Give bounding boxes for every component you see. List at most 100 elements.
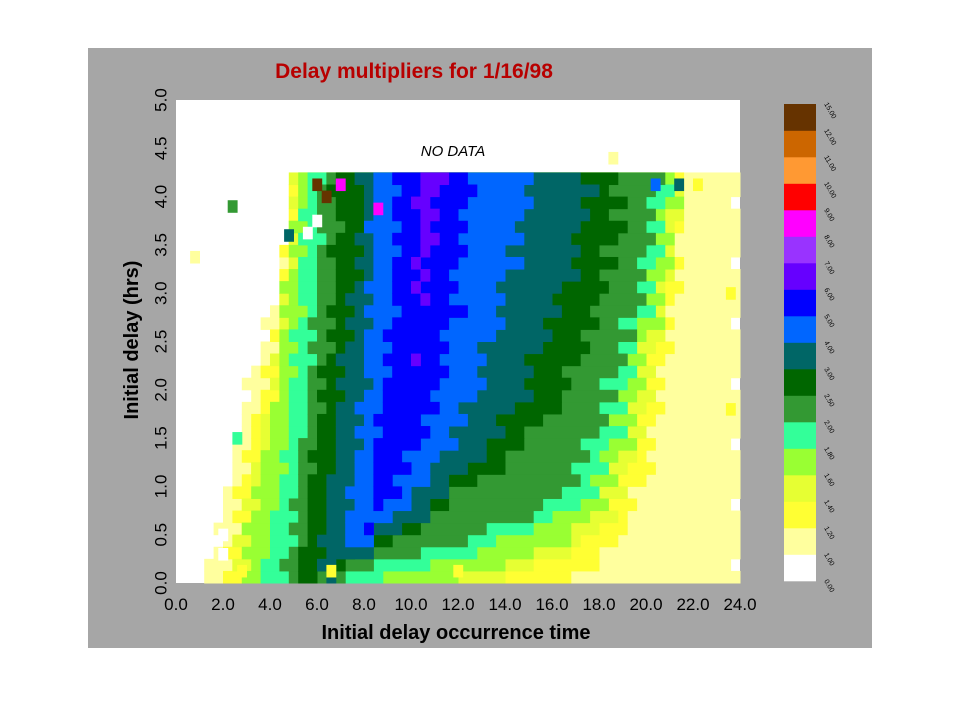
colorbar-swatch (784, 104, 816, 131)
x-tick-label: 22.0 (676, 595, 709, 614)
heatmap-cell-band-5.00 (382, 426, 431, 439)
x-tick-label: 2.0 (211, 595, 235, 614)
heatmap-cell-highlight (373, 202, 384, 216)
heatmap-cell-band-5.00 (392, 365, 450, 379)
colorbar-tick-label: 9.00 (822, 208, 835, 223)
colorbar-tick-label: 12.00 (822, 128, 837, 147)
x-tick-label: 14.0 (488, 595, 521, 614)
colorbar-swatch (784, 501, 816, 529)
x-tick-label: 8.0 (352, 595, 376, 614)
heatmap-cell-band-5.00 (392, 281, 459, 294)
colorbar-tick-label: 11.00 (822, 155, 837, 173)
heatmap-cell-highlight (725, 287, 736, 300)
colorbar-swatch (784, 448, 816, 476)
colorbar-tick-label: 1.00 (822, 552, 835, 567)
heatmap-cells (176, 100, 741, 584)
colorbar-swatch (784, 236, 816, 264)
y-tick-label: 0.5 (151, 523, 170, 547)
heatmap-cell-band-6.00 (420, 220, 431, 234)
y-tick-label: 5.0 (151, 88, 170, 112)
y-axis-label: Initial delay (hrs) (121, 261, 143, 420)
heatmap-cell-band-5.00 (373, 462, 412, 475)
colorbar-swatch (784, 342, 816, 370)
colorbar-tick-label: 10.00 (822, 181, 837, 200)
y-tick-label: 4.0 (151, 185, 170, 209)
heatmap-cell-band-5.00 (373, 486, 403, 499)
heatmap-cell-highlight (335, 178, 346, 192)
colorbar-swatch (784, 263, 816, 290)
colorbar-tick-label: 1.60 (822, 473, 835, 488)
heatmap-cell-highlight (326, 564, 337, 578)
heatmap-cell-band-4.00 (345, 534, 374, 548)
colorbar-tick-label: 1.20 (822, 526, 835, 541)
heatmap-cell-highlight (227, 200, 238, 213)
x-tick-label: 0.0 (164, 595, 188, 614)
x-tick-label: 10.0 (394, 595, 427, 614)
x-tick-label: 16.0 (535, 595, 568, 614)
heatmap-cell-highlight (302, 226, 313, 240)
heatmap-cell-highlight (218, 528, 229, 542)
heatmap-cell-band-5.00 (373, 413, 421, 427)
y-tick-label: 1.0 (151, 475, 170, 499)
x-tick-label: 4.0 (258, 595, 282, 614)
heatmap-cell-highlight (693, 178, 703, 192)
heatmap-cell-band-5.00 (392, 341, 450, 355)
heatmap-cell-highlight (284, 229, 294, 242)
heatmap-cell-band-3.00 (326, 546, 374, 560)
colorbar-swatch (784, 183, 816, 211)
colorbar-swatch (784, 210, 816, 237)
heatmap-cell-highlight (190, 250, 200, 264)
colorbar-swatch (784, 422, 816, 449)
heatmap-cell-band-6.00 (411, 281, 421, 294)
heatmap-cell-highlight (312, 214, 323, 228)
heatmap-cell-band-5.00 (401, 244, 468, 258)
heatmap-cell-highlight (725, 403, 736, 416)
no-data-annotation: NO DATA (421, 143, 485, 160)
heatmap-cell-highlight (237, 564, 247, 578)
heatmap-cell-band-5.00 (364, 522, 374, 536)
heatmap-cell-band-5.00 (373, 450, 403, 463)
colorbar-tick-label: 5.00 (822, 314, 835, 329)
chart-panel: Delay multipliers for 1/16/98 NO DATA 0.… (88, 48, 872, 648)
heatmap-cell-band-6.00 (411, 256, 421, 270)
heatmap-cell-band-6.00 (420, 184, 440, 198)
heatmap-cell-highlight (218, 547, 229, 561)
x-tick-label: 12.0 (441, 595, 474, 614)
colorbar-tick-labels: 0.00 1.00 1.20 1.40 1.60 1.80 2.00 2.50 3.00 4.00… (822, 102, 837, 594)
heatmap-cell-band-5.00 (373, 474, 393, 487)
chart-title: Delay multipliers for 1/16/98 (275, 60, 553, 83)
colorbar-swatch (784, 554, 816, 582)
heatmap-cell-highlight (321, 190, 332, 204)
heatmap-cell-highlight (608, 151, 619, 165)
colorbar-tick-label: 2.50 (822, 393, 835, 408)
heatmap-cell-band-6.00 (420, 244, 431, 258)
heatmap-cell-band-5.00 (373, 498, 384, 512)
colorbar-tick-label: 1.40 (822, 499, 835, 514)
x-axis-label: Initial delay occurrence time (322, 622, 591, 644)
heatmap-cell-band-6.00 (420, 293, 431, 306)
heatmap-cell-band-5.00 (382, 389, 431, 403)
heatmap-cell-band-5.00 (382, 377, 440, 391)
y-tick-label: 4.5 (151, 136, 170, 160)
heatmap-cell-highlight (674, 178, 685, 192)
heatmap-cell-band-5.00 (392, 317, 450, 330)
x-tick-label: 18.0 (582, 595, 615, 614)
y-tick-label: 3.5 (151, 233, 170, 257)
heatmap-cell-band-2.50 (298, 570, 318, 584)
heatmap-cell-band-5.00 (401, 305, 468, 318)
colorbar-swatch (784, 528, 816, 555)
colorbar-swatch (784, 395, 816, 423)
colorbar-swatch (784, 130, 816, 158)
heatmap-cell-highlight (650, 178, 661, 192)
colorbar-tick-label: 4.00 (822, 340, 835, 355)
x-tick-label: 20.0 (629, 595, 662, 614)
heatmap-cell-band-6.00 (420, 269, 431, 282)
heatmap-cell-band-5.00 (382, 401, 440, 415)
heatmap-chart: Delay multipliers for 1/16/98 NO DATA 0.… (121, 60, 837, 644)
y-tick-label: 2.5 (151, 330, 170, 354)
heatmap-cell-band-5.00 (382, 329, 440, 342)
colorbar-swatch (784, 157, 816, 184)
heatmap-cell-band-6.00 (411, 196, 431, 210)
colorbar-tick-label: 0.00 (822, 579, 835, 594)
y-tick-label: 1.5 (151, 426, 170, 450)
